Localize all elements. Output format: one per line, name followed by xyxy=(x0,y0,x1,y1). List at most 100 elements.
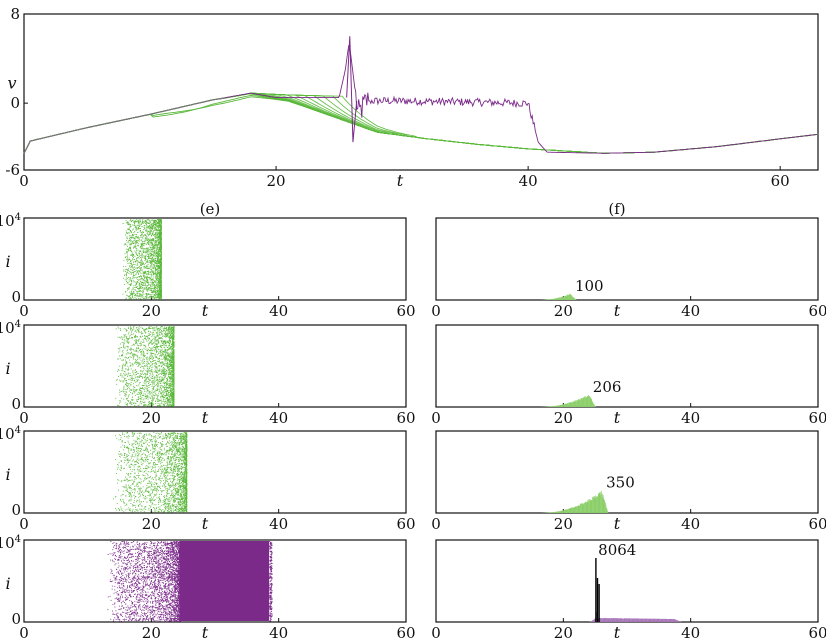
raster-point xyxy=(126,336,128,337)
raster-point xyxy=(153,360,155,361)
raster-point xyxy=(165,342,167,344)
raster-point xyxy=(142,264,143,265)
raster-point xyxy=(126,278,127,280)
raster-point xyxy=(154,362,156,364)
voltage-trace-purple xyxy=(23,44,818,154)
raster-point xyxy=(165,371,167,373)
raster-point xyxy=(160,255,162,257)
raster-point xyxy=(159,260,161,262)
voltage-spike xyxy=(346,36,358,143)
x-tick-label: 60 xyxy=(396,409,415,427)
raster-point xyxy=(160,267,162,269)
raster-point xyxy=(136,244,138,246)
raster-point xyxy=(151,259,153,261)
raster-point xyxy=(123,364,125,366)
raster-point xyxy=(159,232,161,234)
raster-point xyxy=(169,361,170,363)
raster-point xyxy=(172,366,174,367)
raster-point xyxy=(148,283,150,285)
raster-point xyxy=(128,224,129,226)
raster-point xyxy=(130,365,132,366)
raster-point xyxy=(147,280,148,282)
raster-point xyxy=(167,352,169,354)
raster-point xyxy=(135,226,137,228)
raster-point xyxy=(157,399,159,400)
raster-point xyxy=(159,235,160,236)
raster-point xyxy=(159,292,160,294)
raster-point xyxy=(160,251,162,253)
raster-point xyxy=(142,253,143,255)
raster-point xyxy=(149,355,151,357)
raster-point xyxy=(172,391,174,393)
raster-point xyxy=(172,369,174,371)
raster-point xyxy=(155,244,157,245)
raster-point xyxy=(155,337,156,339)
raster-point xyxy=(134,331,136,332)
raster-point xyxy=(152,356,154,358)
raster-point xyxy=(148,356,150,358)
raster-point xyxy=(157,281,159,283)
raster-point xyxy=(138,339,139,341)
raster-point xyxy=(151,371,153,373)
raster-point xyxy=(152,405,154,407)
raster-point xyxy=(127,288,128,289)
raster-point xyxy=(169,339,171,341)
raster-point xyxy=(127,289,128,291)
raster-point xyxy=(135,234,137,235)
raster-point xyxy=(156,275,158,277)
raster-point xyxy=(157,397,159,399)
raster-point xyxy=(149,372,151,374)
raster-point xyxy=(152,261,154,262)
raster-point xyxy=(145,235,147,237)
raster-point xyxy=(149,232,150,234)
raster-point xyxy=(163,329,165,331)
raster-point xyxy=(169,338,171,340)
raster-point xyxy=(127,260,128,262)
raster-point xyxy=(146,384,148,386)
raster-point xyxy=(155,222,157,224)
raster-point xyxy=(132,254,134,256)
raster-point xyxy=(135,373,137,375)
raster-point xyxy=(142,231,143,233)
raster-point xyxy=(159,377,161,379)
raster-point xyxy=(167,390,169,391)
raster-point xyxy=(157,290,159,291)
raster-point xyxy=(135,228,137,230)
raster-point xyxy=(147,257,149,259)
raster-point xyxy=(173,343,175,344)
raster-point xyxy=(172,404,173,406)
raster-point xyxy=(172,329,174,331)
raster-point xyxy=(165,358,167,360)
raster-point xyxy=(168,342,170,344)
raster-point xyxy=(169,398,171,400)
raster-point xyxy=(126,258,128,260)
raster-point xyxy=(138,327,139,329)
raster-point xyxy=(156,270,158,271)
raster-point xyxy=(147,238,149,240)
raster-point xyxy=(128,268,130,270)
raster-point xyxy=(165,334,166,336)
raster-point xyxy=(135,240,137,242)
raster-point xyxy=(156,227,158,229)
raster-point xyxy=(172,392,174,394)
raster-point xyxy=(143,241,145,243)
raster-point xyxy=(170,363,172,365)
raster-point xyxy=(168,380,170,382)
raster-point xyxy=(136,399,138,400)
raster-point xyxy=(132,264,134,266)
raster-point xyxy=(136,219,138,221)
raster-point xyxy=(173,361,174,362)
raster-point xyxy=(155,348,157,350)
raster-point xyxy=(151,260,153,262)
raster-point xyxy=(154,339,156,341)
raster-point xyxy=(150,356,152,358)
raster-point xyxy=(142,229,144,231)
raster-point xyxy=(162,386,164,387)
raster-point xyxy=(158,295,160,297)
raster-point xyxy=(137,295,139,297)
raster-point xyxy=(140,394,142,395)
raster-point xyxy=(127,326,129,328)
raster-point xyxy=(159,400,161,401)
raster-point xyxy=(140,291,142,292)
